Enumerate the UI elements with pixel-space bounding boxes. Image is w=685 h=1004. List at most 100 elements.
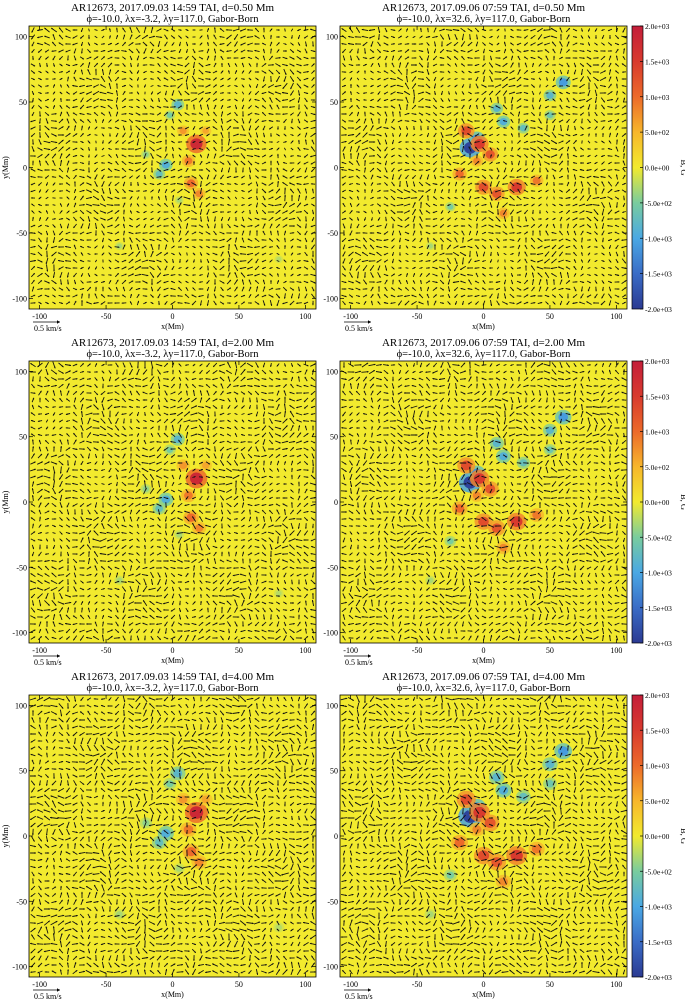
flux-patch (546, 91, 554, 99)
flux-patch (189, 472, 203, 485)
flux-patch (472, 491, 482, 500)
flux-patch (557, 746, 569, 756)
x-tick-label: 50 (546, 312, 554, 321)
reference-vector-label: 0.5 km/s (34, 992, 62, 1001)
field-background (340, 695, 627, 977)
y-tick-label: 0 (23, 164, 27, 173)
flux-patch (474, 138, 485, 149)
flux-patch (473, 157, 481, 165)
colorbar-tick-label: 0.0e+00 (645, 832, 670, 841)
y-tick-label: -100 (323, 963, 338, 972)
colorbar-tick-label: -1.5e+03 (645, 604, 672, 613)
flux-patch (546, 112, 554, 119)
reference-vector-head (368, 320, 371, 324)
flux-patch (202, 127, 210, 134)
x-tick-label: 0 (482, 980, 486, 989)
x-tick-label: -100 (32, 980, 47, 989)
y-tick-label: -100 (323, 629, 338, 638)
flux-patch (473, 473, 486, 484)
reference-vector-head (57, 988, 60, 992)
flux-patch (492, 439, 501, 448)
flux-patch (491, 523, 502, 533)
x-axis-label: x(Mm) (161, 990, 184, 999)
flux-patch (166, 446, 174, 453)
flux-patch (461, 126, 472, 136)
field-background (340, 361, 627, 643)
flux-patch (510, 516, 523, 527)
x-tick-label: -50 (101, 646, 112, 655)
field-background (340, 26, 627, 309)
y-tick-label: 100 (326, 367, 338, 376)
magnetogram-panel: AR12673, 2017.09.06 07:59 TAI, d=2.00 Mm… (323, 337, 628, 667)
velocity-arrows (30, 26, 316, 307)
flux-patch (179, 461, 188, 470)
y-tick-label: 0 (334, 498, 338, 507)
y-tick-label: -100 (12, 629, 27, 638)
colorbar-tick-label: -1.0e+03 (645, 903, 672, 912)
panel-subtitle: ϕ=-10.0, λx=-3.2, λy=117.0, Gabor-Born (87, 349, 260, 360)
colorbar-tick-label: 1.0e+03 (645, 93, 670, 102)
panel-subtitle: ϕ=-10.0, λx=-3.2, λy=117.0, Gabor-Born (87, 14, 260, 25)
flux-patch (184, 491, 193, 500)
flux-patch (161, 495, 171, 504)
x-tick-label: 0 (482, 312, 486, 321)
colorbar-tick-label: -5.0e+02 (645, 867, 672, 876)
y-tick-label: -50 (16, 897, 27, 906)
colorbar-tick-label: 5.0e+02 (645, 128, 670, 137)
panel-title: AR12673, 2017.09.06 07:59 TAI, d=4.00 Mm (382, 671, 586, 683)
y-tick-label: -50 (327, 563, 338, 572)
y-tick-label: 0 (334, 164, 338, 173)
panel-subtitle: ϕ=-10.0, λx=32.6, λy=117.0, Gabor-Born (397, 683, 571, 694)
panel-subtitle: ϕ=-10.0, λx=32.6, λy=117.0, Gabor-Born (397, 349, 571, 360)
x-tick-label: 100 (299, 312, 311, 321)
colorbar: 2.0e+03 1.5e+03 1.0e+03 5.0e+02 0.0e+00 -5.0e… (631, 691, 685, 982)
colorbar-tick-label: 1.5e+03 (645, 392, 670, 401)
field-background (29, 26, 316, 309)
colorbar-label: B, G (679, 494, 685, 510)
panel-title: AR12673, 2017.09.06 07:59 TAI, d=2.00 Mm (382, 337, 586, 349)
x-tick-label: 0 (171, 312, 175, 321)
flux-patch (275, 590, 282, 597)
y-tick-label: 0 (23, 832, 27, 841)
magnetogram-panel: AR12673, 2017.09.03 14:59 TAI, d=0.50 Mm… (1, 2, 317, 333)
reference-vector-label: 0.5 km/s (34, 324, 62, 333)
flux-patch (184, 157, 193, 165)
x-tick-label: 50 (235, 646, 243, 655)
velocity-arrows (340, 361, 627, 642)
flux-patch (179, 127, 187, 135)
colorbar-tick-label: 1.5e+03 (645, 726, 670, 735)
reference-vector-head (57, 320, 60, 324)
flux-patch (454, 837, 465, 848)
flux-patch (189, 806, 204, 819)
flux-patch (166, 112, 173, 118)
panel-title: AR12673, 2017.09.03 14:59 TAI, d=4.00 Mm (71, 671, 275, 683)
colorbars: 2.0e+03 1.5e+03 1.0e+03 5.0e+02 0.0e+00 -5.0e… (631, 22, 685, 982)
flux-patch (183, 825, 194, 834)
x-axis-label: x(Mm) (472, 322, 495, 331)
reference-vector-head (57, 654, 60, 658)
y-tick-label: 50 (19, 767, 27, 776)
reference-vector-label: 0.5 km/s (345, 324, 373, 333)
x-tick-label: -50 (412, 980, 423, 989)
flux-patch (511, 182, 523, 193)
flux-patch (173, 769, 183, 778)
flux-patch (558, 78, 568, 87)
panel-title: AR12673, 2017.09.06 07:59 TAI, d=0.50 Mm (382, 2, 586, 14)
y-tick-label: -50 (16, 229, 27, 238)
x-tick-label: 0 (482, 646, 486, 655)
x-tick-label: 100 (610, 646, 622, 655)
flux-patch (176, 197, 182, 203)
colorbar-tick-label: -5.0e+02 (645, 199, 672, 208)
colorbar-label: B, G (679, 159, 685, 175)
x-tick-label: -100 (343, 980, 358, 989)
x-tick-label: 0 (171, 980, 175, 989)
magnetogram-panel: AR12673, 2017.09.06 07:59 TAI, d=0.50 Mm… (323, 2, 628, 333)
flux-patch (190, 138, 203, 150)
y-tick-label: 50 (330, 433, 338, 442)
velocity-arrows (29, 361, 316, 642)
y-tick-label: 100 (15, 701, 27, 710)
y-tick-label: 50 (330, 767, 338, 776)
magnetogram-panel: AR12673, 2017.09.06 07:59 TAI, d=4.00 Mm… (323, 671, 628, 1001)
x-tick-label: 50 (546, 646, 554, 655)
